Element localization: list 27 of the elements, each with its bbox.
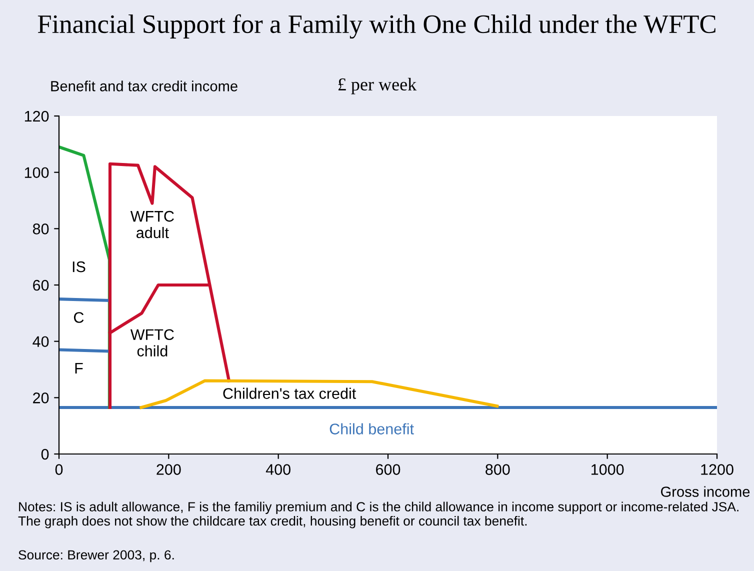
y-tick-label: 0: [41, 448, 49, 460]
x-tick-label: 1000: [592, 464, 624, 475]
x-tick-label: 200: [156, 464, 181, 475]
y-tick-label: 120: [24, 110, 49, 122]
annotation: WFTC adult: [130, 210, 174, 238]
annotation: C: [74, 312, 84, 323]
text: Notes: IS is adult allowance, F is the familiy premium and C is the child allowance in income support or income-related JSA. The graph does not show the childcare tax credit, housing benefit or council tax benefit.: [18, 502, 738, 528]
chart-subtitle: £ per week: [338, 78, 417, 94]
annotation: Children's tax credit: [223, 388, 356, 399]
y-tick-label: 40: [32, 336, 49, 348]
x-tick-label: 0: [55, 464, 63, 475]
x-tick-label: 800: [486, 464, 510, 475]
y-tick-label: 80: [32, 224, 49, 234]
annotation: Child benefit: [330, 423, 414, 434]
x-axis-title: Gross income: [661, 486, 750, 497]
annotation: IS: [72, 261, 86, 272]
chart-title: Financial Support for a Family with One Child under the WFTC: [38, 14, 716, 39]
y-axis-title: Benefit and tax credit income: [51, 80, 238, 92]
x-tick-label: 600: [376, 464, 400, 475]
annotation: WFTC child: [130, 329, 174, 356]
y-tick-label: 100: [24, 167, 49, 178]
y-tick-label: 20: [33, 392, 49, 404]
source-note: Source: Brewer 2003, p. 6.: [18, 550, 174, 562]
y-tick-label: 60: [33, 280, 49, 291]
x-tick-label: 400: [266, 464, 290, 475]
annotation: F: [75, 362, 83, 374]
x-tick-label: 1200: [701, 464, 734, 475]
